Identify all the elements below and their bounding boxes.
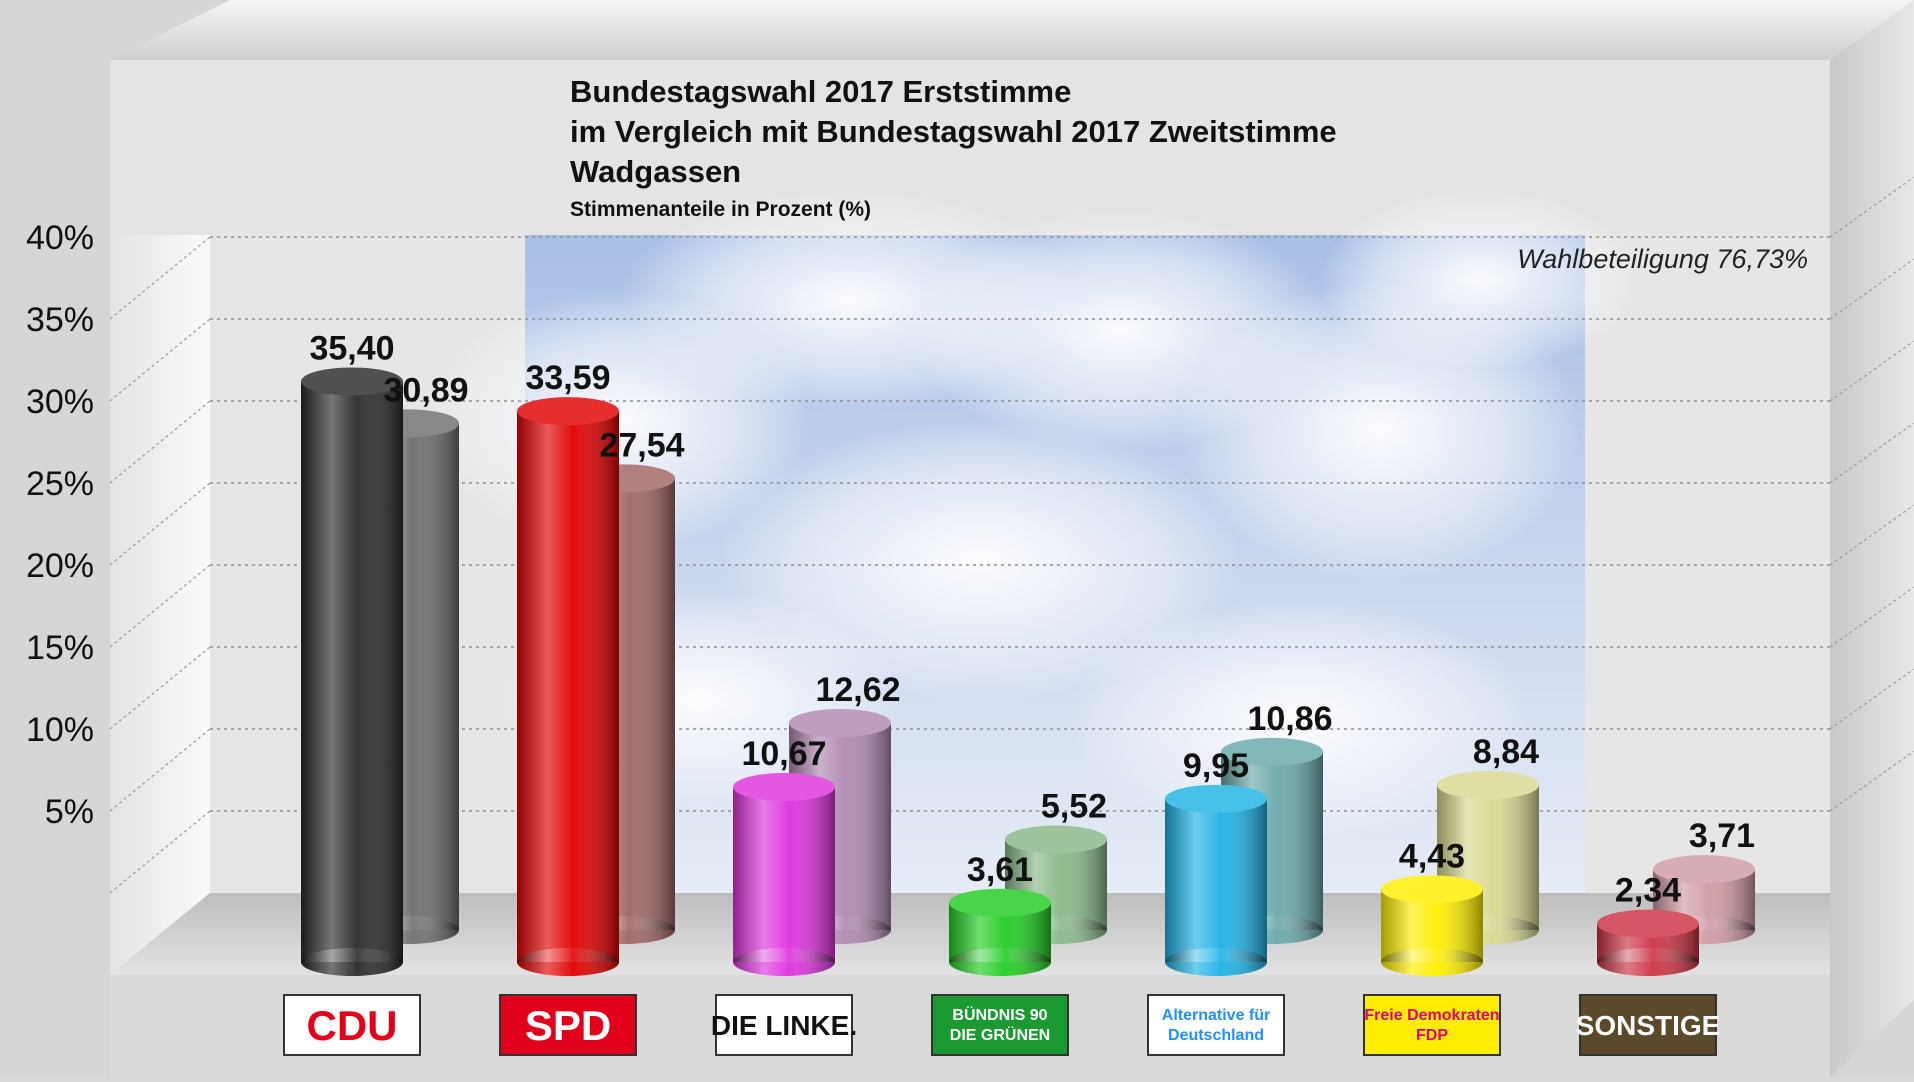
bar-erststimme xyxy=(1165,784,1267,976)
chart-subtitle: Stimmenanteile in Prozent (%) xyxy=(570,198,871,221)
bar-erststimme xyxy=(517,397,619,976)
gridline-right xyxy=(1829,340,1914,402)
bar-erststimme xyxy=(733,773,835,976)
value-label-erststimme: 3,61 xyxy=(967,851,1033,889)
left-wall xyxy=(110,235,210,975)
frame-right xyxy=(1830,0,1914,1077)
gridline-right xyxy=(1829,504,1914,566)
value-label-zweitstimme: 5,52 xyxy=(1041,787,1107,825)
category-label: Freie Demokraten xyxy=(1364,1007,1499,1024)
value-labels: 35,40 30,89 33,59 27,54 10,67 12,62 3,615,52 9,… xyxy=(309,329,1755,909)
party-logo: DIE LINKE. xyxy=(711,994,857,1056)
category-label: SONSTIGE xyxy=(1576,1010,1721,1041)
y-tick-label: 25% xyxy=(26,465,94,503)
y-tick-label: 5% xyxy=(45,793,94,831)
party-logo: SONSTIGE xyxy=(1576,994,1721,1056)
bar-erststimme xyxy=(301,367,403,976)
value-label-zweitstimme: 3,71 xyxy=(1689,817,1755,855)
category-label: FDP xyxy=(1416,1027,1448,1044)
gridline-right xyxy=(1829,258,1914,320)
category-label: CDU xyxy=(307,1002,398,1049)
bar-erststimme xyxy=(949,888,1051,976)
category-label: DIE GRÜNEN xyxy=(950,1025,1050,1044)
gridline-right xyxy=(1829,668,1914,730)
category-label: Deutschland xyxy=(1168,1027,1264,1044)
value-label-erststimme: 33,59 xyxy=(525,359,610,397)
y-axis: 5% 10% 15% 20% 25% 30% 35% 40% xyxy=(26,219,94,831)
party-logo: Alternative für Deutschland xyxy=(1147,994,1285,1056)
category-label: BÜNDNIS 90 xyxy=(952,1005,1047,1024)
category-label: SPD xyxy=(525,1002,611,1049)
gridline-right xyxy=(1829,586,1914,648)
value-label-zweitstimme: 27,54 xyxy=(599,426,684,464)
frame-top xyxy=(110,0,1914,60)
value-label-zweitstimme: 10,86 xyxy=(1247,700,1332,738)
party-logo: SPD xyxy=(499,994,637,1056)
value-label-erststimme: 2,34 xyxy=(1615,872,1681,910)
y-tick-label: 10% xyxy=(26,711,94,749)
party-logo: CDU xyxy=(283,994,421,1056)
value-label-zweitstimme: 12,62 xyxy=(815,671,900,709)
party-logo: Freie Demokraten FDP xyxy=(1363,994,1501,1056)
y-tick-label: 40% xyxy=(26,219,94,257)
chart-title-line2: im Vergleich mit Bundestagswahl 2017 Zwe… xyxy=(570,114,1337,149)
value-label-zweitstimme: 30,89 xyxy=(383,371,468,409)
chart-title: Bundestagswahl 2017 Erststimme xyxy=(570,74,1071,109)
gridline-right xyxy=(1829,176,1914,238)
value-label-erststimme: 4,43 xyxy=(1399,837,1465,875)
bar-erststimme xyxy=(1597,909,1699,976)
value-label-zweitstimme: 8,84 xyxy=(1473,733,1539,771)
y-tick-label: 35% xyxy=(26,301,94,339)
value-label-erststimme: 9,95 xyxy=(1183,747,1249,785)
gridline-right xyxy=(1829,750,1914,812)
chart-title-line3: Wadgassen xyxy=(570,154,741,189)
value-label-erststimme: 10,67 xyxy=(741,735,826,773)
y-tick-label: 20% xyxy=(26,547,94,585)
bars xyxy=(301,367,1755,976)
y-tick-label: 30% xyxy=(26,383,94,421)
value-label-erststimme: 35,40 xyxy=(309,329,394,367)
y-tick-label: 15% xyxy=(26,629,94,667)
category-label: Alternative für xyxy=(1162,1007,1270,1024)
bar-erststimme xyxy=(1381,875,1483,976)
gridlines xyxy=(109,176,1914,894)
gridline-right xyxy=(1829,422,1914,484)
turnout-annotation: Wahlbeteiligung 76,73% xyxy=(1517,244,1808,274)
category-label: DIE LINKE. xyxy=(711,1010,857,1041)
